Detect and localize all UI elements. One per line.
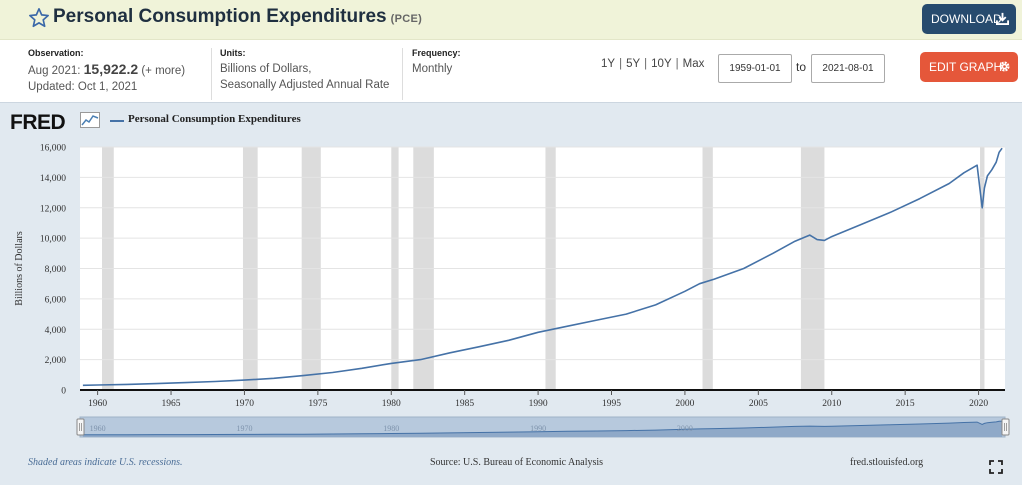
- updated-date: Updated: Oct 1, 2021: [28, 81, 138, 93]
- fullscreen-icon[interactable]: [989, 460, 1003, 474]
- navigator-line: [82, 420, 1003, 436]
- y-tick-label: 6,000: [45, 295, 67, 305]
- x-tick-label: 1995: [602, 399, 621, 409]
- gear-icon: [999, 61, 1010, 72]
- end-date-input[interactable]: [811, 54, 885, 83]
- line-chart[interactable]: 0 2,000 4,000 6,000 8,000 10,000 12,000 14,000 1…: [0, 103, 1022, 448]
- more-link[interactable]: (+ more): [141, 65, 186, 77]
- download-icon: [996, 12, 1009, 25]
- x-tick-label: 1965: [162, 399, 181, 409]
- navigator-handle-right[interactable]: [1001, 418, 1010, 436]
- x-tick-label: 1985: [455, 399, 474, 409]
- units-label: Units:: [220, 48, 246, 58]
- download-label: DOWNLOAD: [931, 12, 1002, 26]
- fred-logo: FRED: [10, 111, 66, 134]
- edit-graph-button[interactable]: EDIT GRAPH: [920, 52, 1018, 82]
- frequency-label: Frequency:: [412, 48, 461, 58]
- x-tick-label: 1980: [382, 399, 401, 409]
- star-icon[interactable]: [28, 7, 50, 29]
- range-max[interactable]: Max: [682, 58, 705, 70]
- y-tick-label: 4,000: [45, 326, 67, 336]
- observation-label: Observation:: [28, 48, 84, 58]
- x-tick-label: 1970: [235, 399, 254, 409]
- fred-chart-icon: [80, 112, 100, 128]
- y-tick-label: 16,000: [40, 144, 66, 154]
- x-tick-label: 2005: [749, 399, 768, 409]
- observation-value: Aug 2021: 15,922.2 (+ more): [28, 61, 210, 79]
- legend-label: Personal Consumption Expenditures: [128, 113, 301, 125]
- navigator-area: [82, 421, 1003, 437]
- y-tick-label: 10,000: [40, 235, 66, 245]
- units-block: Units: Billions of Dollars, Seasonally A…: [211, 48, 401, 100]
- recession-note: Shaded areas indicate U.S. recessions.: [28, 457, 183, 468]
- start-date-input[interactable]: [718, 54, 792, 83]
- y-tick-label: 0: [61, 387, 66, 397]
- frequency-value: Monthly: [412, 63, 453, 75]
- site-link[interactable]: fred.stlouisfed.org: [850, 457, 924, 468]
- series-code: (PCE): [390, 13, 423, 25]
- units-line1: Billions of Dollars,: [220, 63, 312, 75]
- title-bar: Personal Consumption Expenditures (PCE) D…: [0, 0, 1022, 40]
- range-1y[interactable]: 1Y: [601, 58, 616, 70]
- navigator-label: 1960: [90, 424, 106, 433]
- edit-graph-label: EDIT GRAPH: [929, 60, 1003, 74]
- x-tick-label: 1975: [308, 399, 327, 409]
- range-10y[interactable]: 10Y: [651, 58, 672, 70]
- units-line2: Seasonally Adjusted Annual Rate: [220, 79, 390, 91]
- x-tick-label: 1960: [88, 399, 107, 409]
- y-tick-label: 8,000: [45, 265, 67, 275]
- series-title: Personal Consumption Expenditures: [53, 6, 387, 27]
- x-tick-label: 1990: [529, 399, 548, 409]
- navigator-label: 1980: [383, 424, 399, 433]
- navigator-label: 2000: [677, 424, 693, 433]
- y-tick-label: 2,000: [45, 356, 67, 366]
- chart-panel: FRED Personal Consumption Expenditures 0…: [0, 102, 1022, 485]
- series-line: [82, 147, 1003, 387]
- y-axis-title: Billions of Dollars: [14, 231, 25, 306]
- observation-date: Aug 2021:: [28, 65, 81, 77]
- x-tick-label: 2015: [896, 399, 915, 409]
- x-tick-label: 2020: [969, 399, 988, 409]
- to-label: to: [796, 60, 807, 74]
- x-tick-label: 2010: [822, 399, 841, 409]
- page-title: Personal Consumption Expenditures (PCE): [53, 6, 422, 28]
- y-tick-label: 14,000: [40, 174, 66, 184]
- y-tick-label: 12,000: [40, 204, 66, 214]
- x-tick-label: 2000: [675, 399, 694, 409]
- frequency-block: Frequency: Monthly: [402, 48, 472, 100]
- navigator-handle-left[interactable]: [76, 418, 85, 436]
- source-text: Source: U.S. Bureau of Economic Analysis: [430, 457, 604, 468]
- range-selector: 1Y | 5Y | 10Y | Max: [601, 58, 705, 70]
- navigator-label: 1970: [236, 424, 252, 433]
- download-button[interactable]: DOWNLOAD: [922, 4, 1016, 34]
- navigator-label: 1990: [530, 424, 546, 433]
- observation-number: 15,922.2: [83, 61, 139, 77]
- legend-swatch: [110, 120, 124, 122]
- range-5y[interactable]: 5Y: [626, 58, 641, 70]
- observation-block: Observation: Aug 2021: 15,922.2 (+ more)…: [28, 48, 210, 100]
